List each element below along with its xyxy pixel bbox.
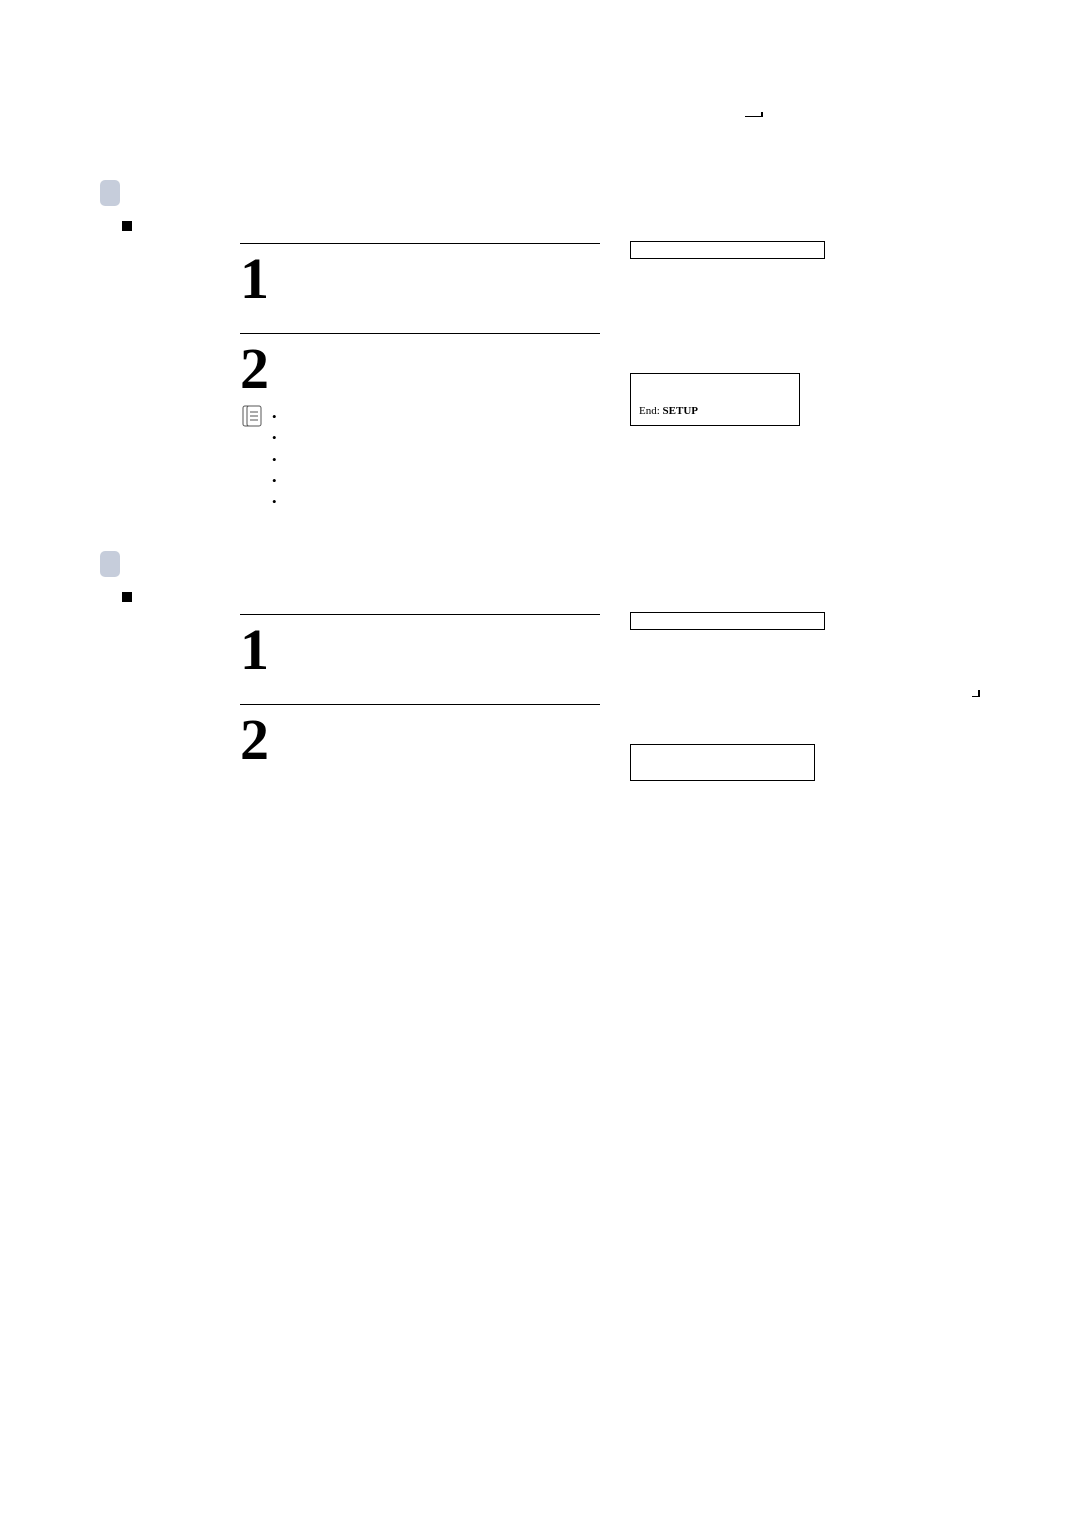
section-title	[130, 191, 190, 195]
osd-end: End: SETUP	[639, 405, 791, 417]
step-number: 1	[240, 254, 284, 303]
note-line	[272, 451, 277, 469]
step-number: 2	[240, 344, 284, 393]
divider	[240, 243, 600, 244]
manual-page: 1 2	[0, 0, 1080, 1528]
osd-body	[639, 755, 806, 772]
note-line	[272, 493, 277, 511]
note-icon	[240, 404, 262, 432]
note-line	[272, 429, 277, 447]
step-1: 1	[240, 621, 980, 674]
section-bullet-icon	[100, 180, 120, 206]
chapter-label	[745, 112, 763, 117]
section-intro	[122, 216, 980, 231]
note-text	[272, 404, 277, 515]
divider	[240, 333, 600, 334]
step-number: 1	[240, 625, 284, 674]
note-line	[272, 408, 277, 426]
osd-functions-screen	[630, 612, 825, 630]
side-tab	[972, 690, 980, 697]
step-text	[284, 621, 604, 629]
divider	[240, 704, 600, 705]
osd-index-search-screen: End: SETUP	[630, 373, 800, 426]
osd-goto-search-screen	[630, 744, 815, 781]
section-intro	[122, 587, 980, 602]
divider	[240, 614, 600, 615]
osd-goto-line	[639, 755, 806, 772]
steps-area-2: 1 2	[240, 614, 980, 765]
square-bullet-icon	[122, 592, 132, 602]
osd-body	[639, 382, 791, 399]
osd-functions-screen	[630, 241, 825, 259]
step-number: 2	[240, 715, 284, 764]
section-title-row	[100, 180, 980, 206]
step-2: 2	[240, 711, 980, 764]
step-1: 1	[240, 250, 980, 303]
step-text	[284, 340, 604, 346]
section-title-row	[100, 551, 980, 577]
note-line	[272, 472, 277, 490]
note-block	[240, 404, 980, 515]
square-bullet-icon	[122, 221, 132, 231]
steps-area-1: 1 2	[240, 243, 980, 515]
step-text	[284, 250, 604, 258]
section-bullet-icon	[100, 551, 120, 577]
section-title	[130, 562, 190, 566]
step-2: 2	[240, 340, 980, 393]
